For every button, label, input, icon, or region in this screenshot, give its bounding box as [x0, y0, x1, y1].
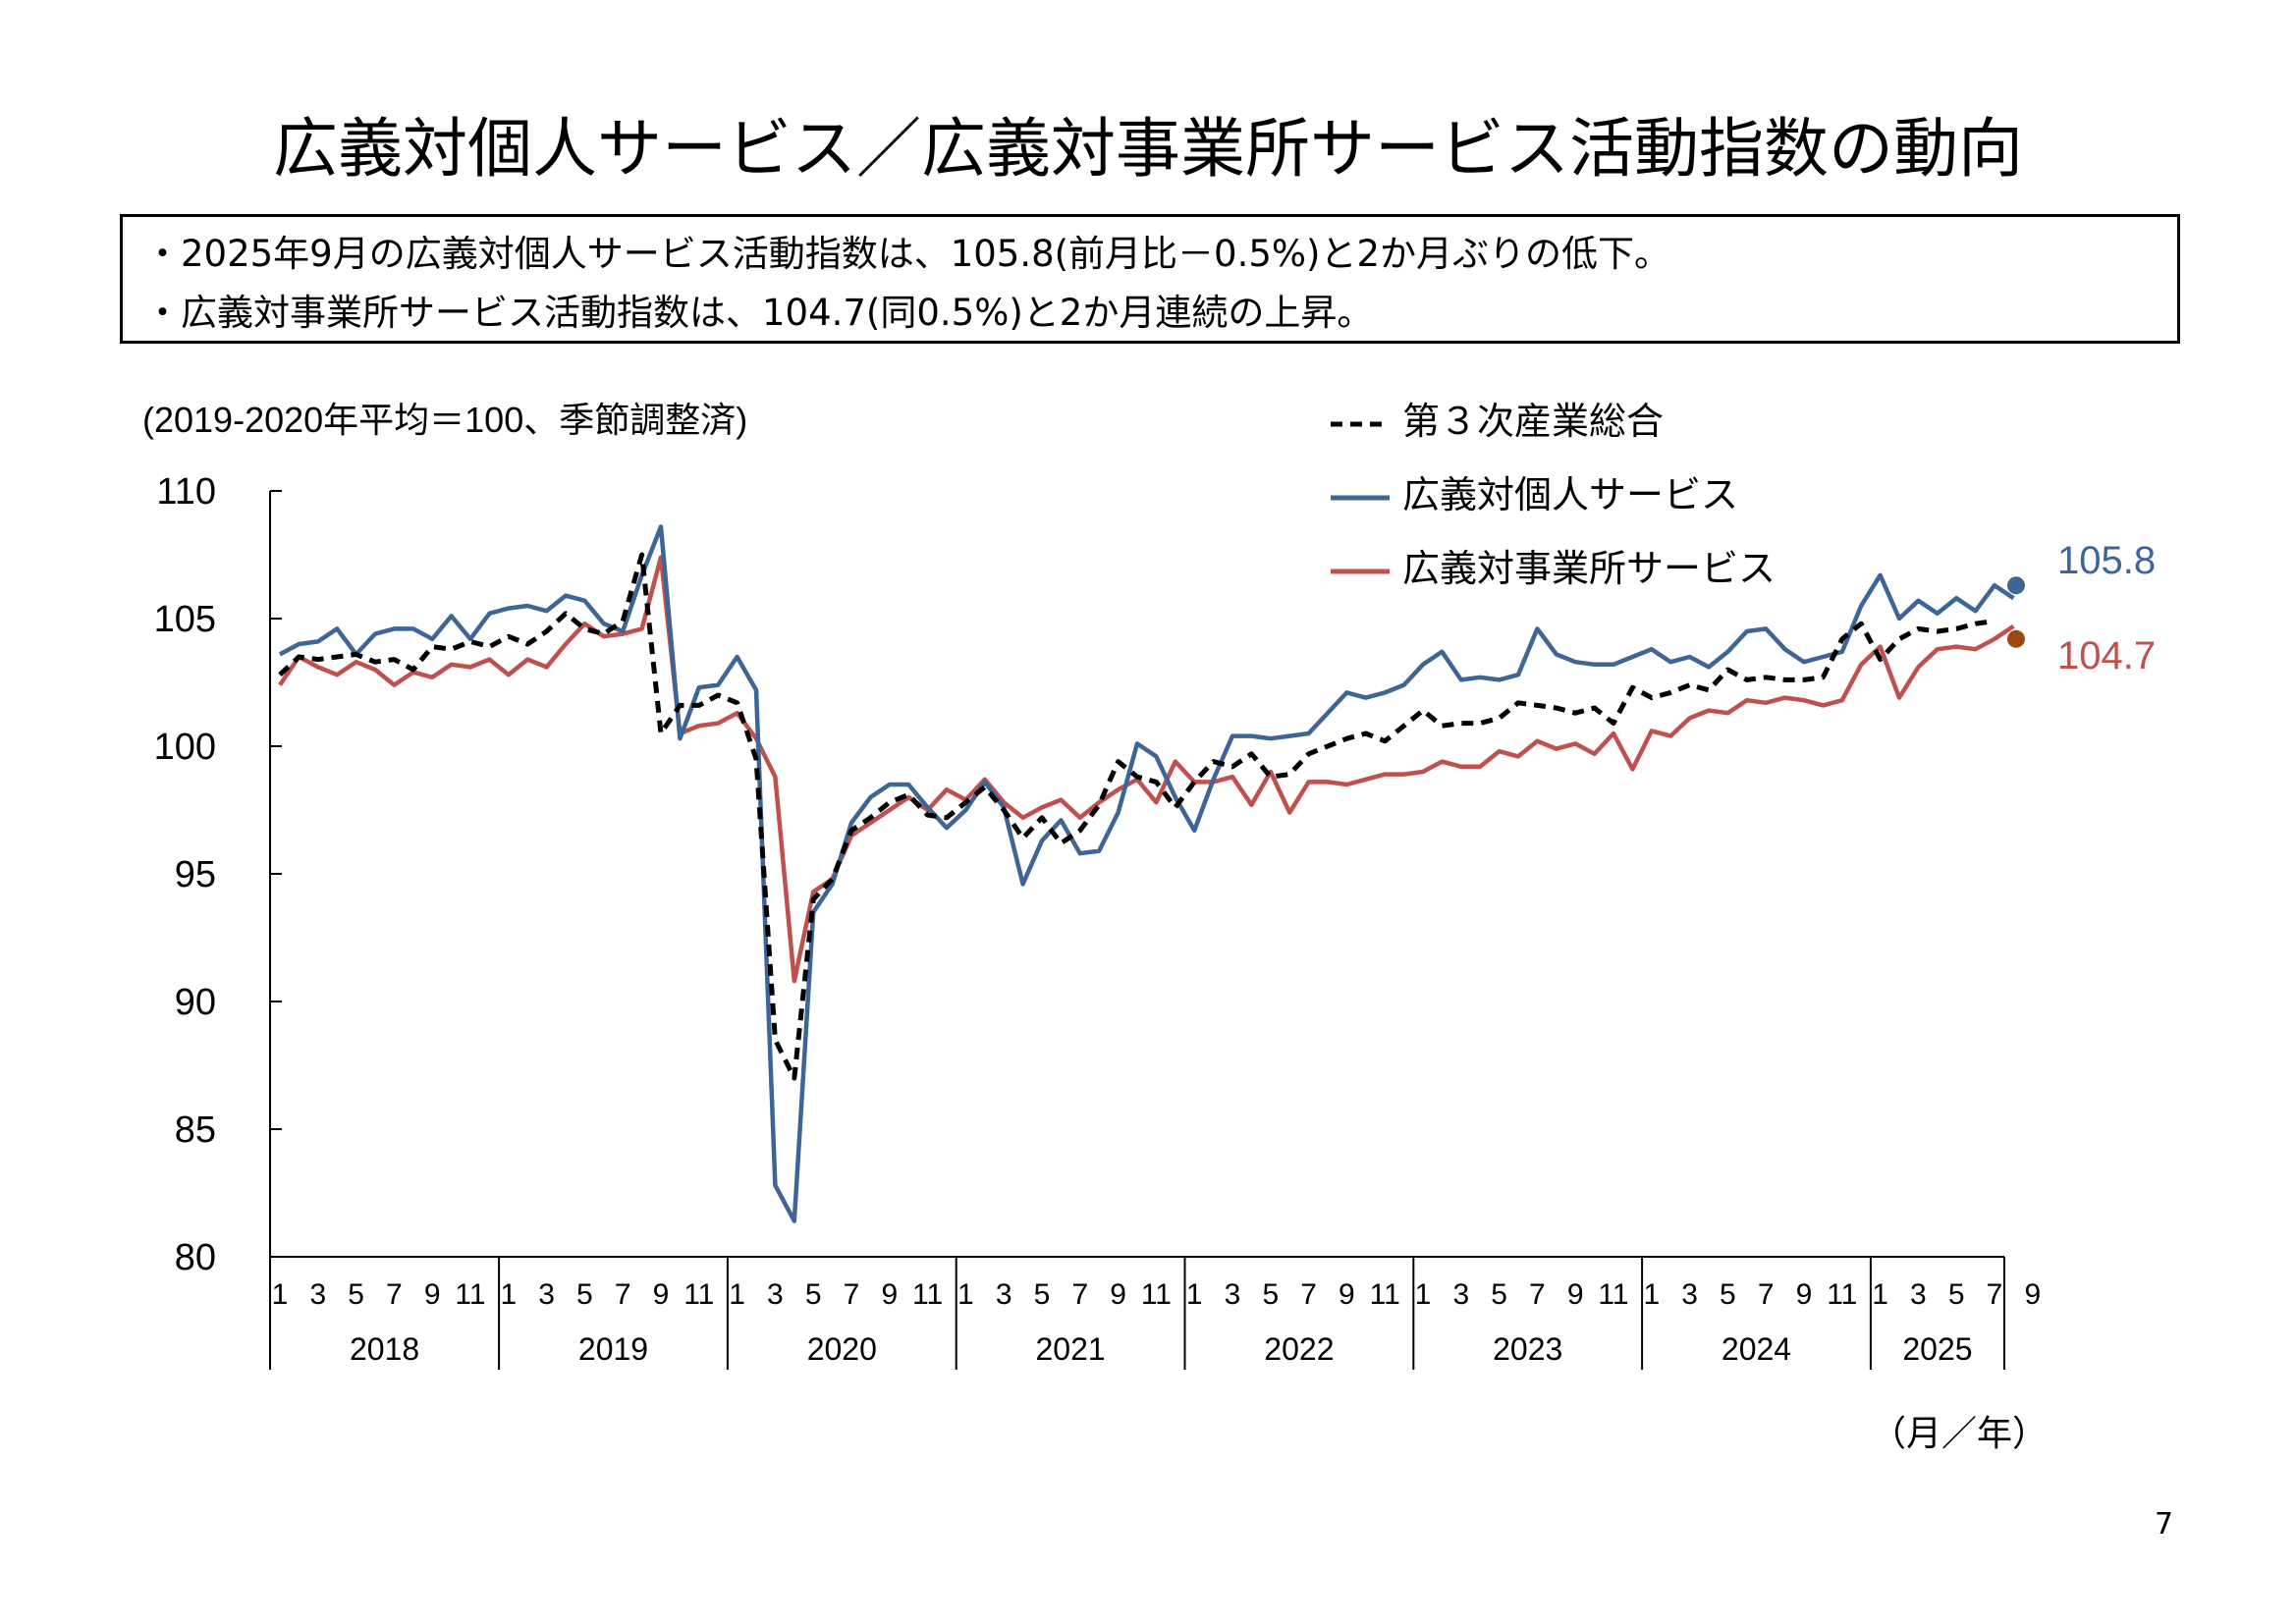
month-tick-label: 5 — [1948, 1278, 1965, 1311]
month-tick-label: 1 — [1872, 1278, 1888, 1311]
month-tick-label: 3 — [1681, 1278, 1698, 1311]
month-tick-label: 1 — [272, 1278, 289, 1311]
business-end-marker — [2007, 629, 2025, 648]
month-tick-label: 5 — [348, 1278, 364, 1311]
personal-end-marker — [2007, 576, 2025, 595]
month-tick-label: 7 — [1071, 1278, 1088, 1311]
summary-line-business: ・広義対事業所サービス活動指数は、104.7(同0.5%)と2か月連続の上昇。 — [144, 292, 1374, 334]
year-label: 2018 — [350, 1331, 419, 1367]
summary-line-personal: ・2025年9月の広義対個人サービス活動指数は、105.8(前月比－0.5%)と… — [144, 233, 1671, 275]
year-label: 2024 — [1722, 1331, 1791, 1367]
legend-label-1: 第３次産業総合 — [1402, 402, 1664, 443]
month-tick-label: 7 — [1300, 1278, 1317, 1311]
month-tick-label: 9 — [1339, 1278, 1355, 1311]
month-tick-label: 11 — [1141, 1278, 1172, 1311]
month-tick-label: 7 — [1758, 1278, 1775, 1311]
month-tick-label: 3 — [1225, 1278, 1241, 1311]
business-services-line — [278, 555, 2015, 984]
month-tick-label: 5 — [1720, 1278, 1736, 1311]
month-tick-label: 3 — [538, 1278, 555, 1311]
month-tick-label: 1 — [500, 1278, 517, 1311]
y-tick-label: 80 — [175, 1237, 216, 1278]
business-end-label: 104.7 — [2057, 634, 2156, 677]
month-tick-label: 5 — [805, 1278, 822, 1311]
tertiary-industry-line — [278, 552, 1995, 1081]
month-tick-label: 1 — [957, 1278, 974, 1311]
month-tick-label: 5 — [1491, 1278, 1507, 1311]
month-tick-label: 1 — [1643, 1278, 1660, 1311]
y-tick-label: 110 — [156, 471, 216, 513]
year-label: 2025 — [1902, 1331, 1972, 1367]
month-tick-label: 7 — [1529, 1278, 1546, 1311]
unit-label: (2019-2020年平均＝100、季節調整済) — [142, 400, 747, 440]
y-tick-label: 95 — [175, 854, 216, 895]
legend-label-2: 広義対個人サービス — [1402, 475, 1738, 516]
month-tick-label: 1 — [1415, 1278, 1432, 1311]
month-tick-label: 3 — [767, 1278, 784, 1311]
x-axis-label: （月／年） — [1871, 1413, 2048, 1453]
month-tick-label: 9 — [424, 1278, 441, 1311]
month-tick-label: 11 — [1827, 1278, 1857, 1311]
month-tick-label: 9 — [1796, 1278, 1813, 1311]
month-tick-label: 11 — [912, 1278, 943, 1311]
page-title: 広義対個人サービス／広義対事業所サービス活動指数の動向 — [273, 111, 2023, 187]
year-label: 2021 — [1036, 1331, 1106, 1367]
month-tick-label: 11 — [1370, 1278, 1400, 1311]
month-tick-label: 3 — [996, 1278, 1012, 1311]
month-tick-label: 9 — [881, 1278, 898, 1311]
page-number: 7 — [2155, 1507, 2174, 1542]
y-tick-label: 100 — [154, 727, 216, 768]
y-tick-label: 85 — [175, 1110, 216, 1151]
month-tick-label: 3 — [1910, 1278, 1927, 1311]
month-tick-label: 3 — [1452, 1278, 1469, 1311]
month-tick-label: 11 — [455, 1278, 485, 1311]
month-tick-label: 5 — [1262, 1278, 1279, 1311]
month-tick-label: 9 — [1567, 1278, 1584, 1311]
line-chart: 80859095100105110(2019-2020年平均＝100、季節調整済… — [142, 400, 2156, 1453]
y-tick-label: 90 — [175, 982, 216, 1023]
month-tick-label: 1 — [729, 1278, 745, 1311]
month-tick-label: 9 — [653, 1278, 670, 1311]
year-label: 2019 — [578, 1331, 648, 1367]
month-tick-label: 9 — [2024, 1278, 2041, 1311]
month-tick-label: 7 — [386, 1278, 403, 1311]
personal-services-line — [278, 524, 2015, 1223]
month-tick-label: 7 — [615, 1278, 631, 1311]
month-tick-label: 1 — [1186, 1278, 1203, 1311]
month-tick-label: 11 — [1598, 1278, 1628, 1311]
personal-end-label: 105.8 — [2057, 539, 2156, 582]
y-tick-label: 105 — [154, 599, 216, 640]
year-label: 2022 — [1264, 1331, 1334, 1367]
month-tick-label: 9 — [1110, 1278, 1126, 1311]
month-tick-label: 3 — [309, 1278, 326, 1311]
month-tick-label: 7 — [844, 1278, 860, 1311]
month-tick-label: 7 — [1987, 1278, 2003, 1311]
month-tick-label: 11 — [683, 1278, 714, 1311]
year-label: 2020 — [807, 1331, 877, 1367]
year-label: 2023 — [1493, 1331, 1562, 1367]
legend-label-3: 広義対事業所サービス — [1402, 549, 1776, 590]
month-tick-label: 5 — [1034, 1278, 1051, 1311]
summary-box: ・2025年9月の広義対個人サービス活動指数は、105.8(前月比－0.5%)と… — [120, 214, 2180, 344]
month-tick-label: 5 — [576, 1278, 593, 1311]
